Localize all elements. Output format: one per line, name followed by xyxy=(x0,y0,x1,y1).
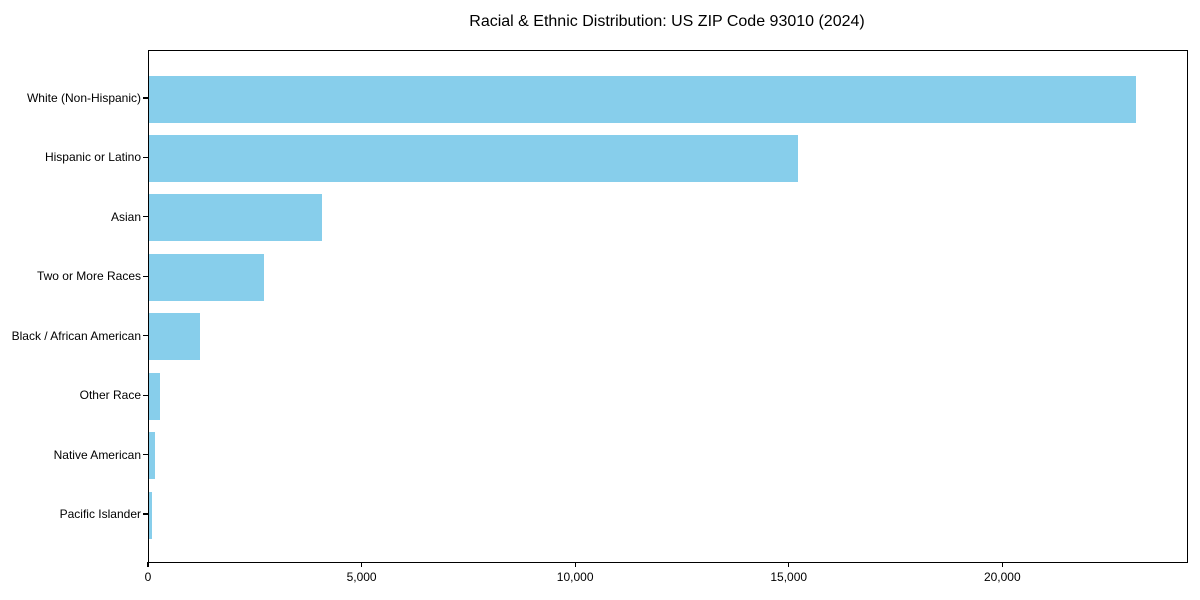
y-tick-mark xyxy=(143,97,148,99)
bar xyxy=(149,194,322,242)
chart-title: Racial & Ethnic Distribution: US ZIP Cod… xyxy=(469,13,865,30)
y-tick-mark xyxy=(143,394,148,396)
x-tick-label: 10,000 xyxy=(556,570,594,584)
category-label: Native American xyxy=(53,447,141,462)
bar xyxy=(149,253,265,301)
y-tick-mark xyxy=(143,216,148,218)
category-label: Black / African American xyxy=(11,328,141,343)
category-label: White (Non-Hispanic) xyxy=(26,91,141,105)
y-tick-mark xyxy=(143,513,148,515)
category-label: Two or More Races xyxy=(36,269,141,284)
x-tick-label: 15,000 xyxy=(770,570,808,584)
bar xyxy=(149,491,153,539)
x-axis: 0 5,000 10,000 15,000 20,000 xyxy=(145,561,1186,600)
plot-area xyxy=(148,50,1188,563)
category-label: Other Race xyxy=(79,388,141,403)
category-label: Asian xyxy=(110,209,141,224)
bar xyxy=(149,372,160,420)
x-tick-mark xyxy=(574,562,576,567)
x-tick-mark xyxy=(360,562,363,567)
y-tick-mark xyxy=(143,156,148,159)
bar xyxy=(149,313,201,361)
bar xyxy=(149,75,1136,123)
bar xyxy=(149,432,155,480)
x-tick-mark xyxy=(1001,562,1003,567)
x-tick-label: 20,000 xyxy=(983,570,1021,584)
y-tick-mark xyxy=(143,275,148,277)
y-tick-mark xyxy=(143,335,148,337)
category-label: Pacific Islander xyxy=(59,507,141,521)
x-tick-mark xyxy=(788,562,790,567)
y-tick-mark xyxy=(143,453,148,456)
x-tick-label: 5,000 xyxy=(346,570,377,584)
x-tick-label: 0 xyxy=(144,570,152,584)
y-axis-labels: White (Non-Hispanic) Hispanic or Latino As… xyxy=(0,50,141,561)
category-label: Hispanic or Latino xyxy=(44,150,141,165)
x-tick-mark xyxy=(147,562,149,567)
bar xyxy=(149,134,799,182)
